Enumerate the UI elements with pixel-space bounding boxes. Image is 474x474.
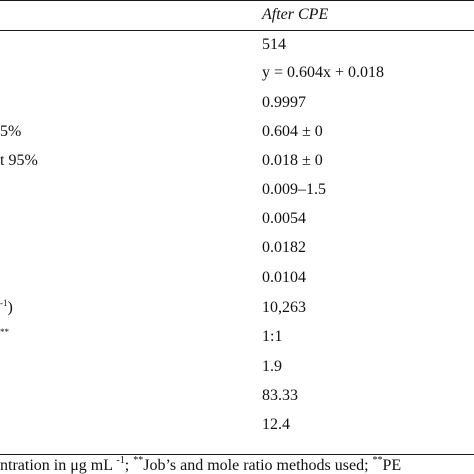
- parameter-label: -1): [0, 298, 13, 319]
- after-cpe-value: 0.0054: [262, 210, 306, 227]
- footnote-text-b: ;: [124, 457, 134, 474]
- parameter-superscript: -1: [0, 298, 8, 308]
- table-row: 0.9997: [0, 93, 474, 121]
- column-header-after-cpe: After CPE: [262, 6, 329, 23]
- table-row: 0.0054: [0, 209, 474, 237]
- footnote-text-c: Job’s and mole ratio methods used;: [143, 457, 373, 474]
- table-row: y = 0.604x + 0.018: [0, 63, 474, 91]
- table-row: ** 1:1: [0, 327, 474, 355]
- after-cpe-value: 1.9: [262, 358, 282, 375]
- table-row: 1.9: [0, 357, 474, 385]
- table-row: 12.4: [0, 415, 474, 443]
- after-cpe-value: 0.018 ± 0: [262, 152, 323, 169]
- table-header-rule: [0, 30, 474, 31]
- after-cpe-value: 0.604 ± 0: [262, 123, 323, 140]
- footnote-superscript-b: **: [133, 456, 144, 466]
- table-row: t 95% 0.018 ± 0: [0, 151, 474, 179]
- table-row: 0.009–1.5: [0, 180, 474, 208]
- table-row: 514: [0, 35, 474, 63]
- footnote-superscript-a: -1: [116, 456, 125, 466]
- after-cpe-value: 0.9997: [262, 94, 306, 111]
- table-row: 0.0182: [0, 238, 474, 266]
- footnote-text-a: ntration in μg mL: [0, 457, 117, 474]
- after-cpe-value: 83.33: [262, 387, 298, 404]
- table-bottom-rule: [0, 454, 474, 455]
- after-cpe-value: 514: [262, 36, 286, 53]
- parameter-label: t 95%: [0, 151, 38, 171]
- table-top-rule: [0, 0, 474, 1]
- after-cpe-value: 12.4: [262, 416, 290, 433]
- parameter-label-text: ): [7, 299, 13, 316]
- footnote-superscript-c: **: [372, 456, 383, 466]
- parameter-label: 5%: [0, 122, 21, 142]
- parameter-superscript: **: [0, 327, 9, 337]
- parameter-label-text: 5%: [0, 123, 22, 140]
- parameter-label: **: [0, 327, 9, 348]
- table-footnote: ntration in μg mL -1; **Job’s and mole r…: [0, 456, 474, 474]
- table-row: 83.33: [0, 386, 474, 414]
- table-row: 0.0104: [0, 268, 474, 296]
- parameter-label-text: t 95%: [0, 152, 38, 169]
- after-cpe-value: 0.0182: [262, 239, 306, 256]
- after-cpe-value: 10,263: [262, 299, 306, 316]
- after-cpe-value: 0.009–1.5: [262, 181, 326, 198]
- after-cpe-value: 1:1: [262, 328, 283, 345]
- table-row: -1) 10,263: [0, 298, 474, 326]
- after-cpe-value: 0.0104: [262, 269, 306, 286]
- footnote-text-d: PE: [382, 457, 402, 474]
- table-row: 5% 0.604 ± 0: [0, 122, 474, 150]
- after-cpe-value: y = 0.604x + 0.018: [262, 64, 385, 81]
